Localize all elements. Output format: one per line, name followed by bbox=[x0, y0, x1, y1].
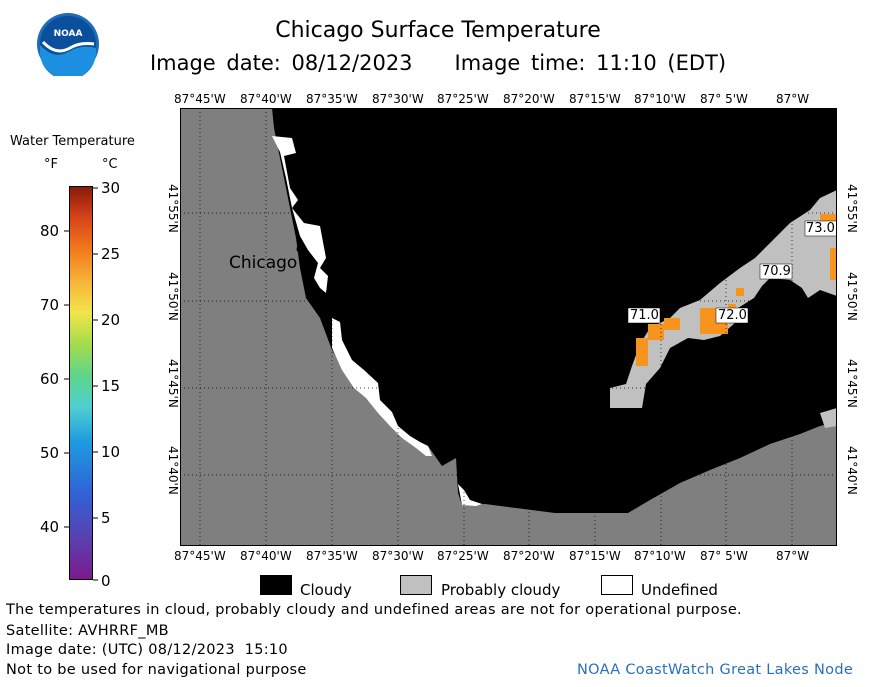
lat-label-right: 41°55'N bbox=[845, 184, 859, 233]
temperature-colorbar bbox=[69, 186, 93, 580]
lat-label-left: 41°40'N bbox=[166, 446, 180, 495]
lon-label-top: 87°10'W bbox=[634, 92, 686, 106]
lon-label-bottom: 87°30'W bbox=[372, 549, 424, 563]
temp-label: 72.0 bbox=[718, 308, 747, 323]
lat-label-left: 41°45'N bbox=[166, 359, 180, 408]
city-label: Chicago bbox=[229, 253, 298, 273]
svg-text:NOAA: NOAA bbox=[54, 29, 83, 39]
temp-label-box bbox=[627, 307, 661, 324]
lon-label-bottom: 87°40'W bbox=[240, 549, 292, 563]
temp-label: 70.9 bbox=[762, 264, 791, 279]
f-tick: 70 bbox=[40, 296, 60, 314]
temp-label: 73.0 bbox=[806, 221, 835, 236]
image-time: Image time: 11:10 (EDT) bbox=[454, 51, 727, 75]
nav-warning-text: Not to be used for navigational purpose bbox=[6, 662, 307, 678]
image-date: Image date: 08/12/2023 bbox=[149, 51, 413, 75]
c-tick: 5 bbox=[101, 509, 111, 527]
f-tick: 40 bbox=[40, 518, 60, 536]
page-title: Chicago Surface Temperature bbox=[275, 18, 601, 43]
colorbar-title: Water Temperature bbox=[10, 134, 135, 149]
lon-label-top: 87°40'W bbox=[240, 92, 292, 106]
temp-label: 71.0 bbox=[630, 308, 659, 323]
probably-cloudy-area bbox=[610, 190, 837, 408]
c-tick: 30 bbox=[101, 179, 121, 197]
f-tick: 50 bbox=[40, 444, 60, 462]
utc-date-text: Image date: (UTC) 08/12/2023 15:10 bbox=[6, 642, 288, 658]
lon-label-top: 87°45'W bbox=[174, 92, 226, 106]
legend-label-probably-cloudy: Probably cloudy bbox=[441, 581, 561, 599]
lon-label-top: 87°30'W bbox=[372, 92, 424, 106]
lat-label-right: 41°50'N bbox=[845, 272, 859, 321]
c-tick: 25 bbox=[101, 245, 121, 263]
probably-cloudy-area bbox=[820, 408, 837, 428]
c-tick: 0 bbox=[101, 572, 111, 590]
legend-swatch-undefined bbox=[601, 575, 633, 595]
lon-label-top: 87°15'W bbox=[569, 92, 621, 106]
city-marker bbox=[296, 244, 306, 254]
f-tick: 60 bbox=[40, 370, 60, 388]
legend-label-undefined: Undefined bbox=[641, 581, 718, 599]
legend-swatch-cloudy bbox=[260, 575, 292, 595]
lon-label-top: 87°25'W bbox=[437, 92, 489, 106]
lat-label-right: 41°40'N bbox=[845, 446, 859, 495]
temperature-map bbox=[180, 108, 837, 546]
lon-label-top: 87° 5'W bbox=[700, 92, 748, 106]
unit-fahrenheit: °F bbox=[44, 157, 58, 172]
lon-label-bottom: 87°15'W bbox=[569, 549, 621, 563]
temp-label-box bbox=[715, 307, 749, 324]
lon-label-top: 87°20'W bbox=[503, 92, 555, 106]
lat-label-right: 41°45'N bbox=[845, 359, 859, 408]
lon-label-bottom: 87°10'W bbox=[634, 549, 686, 563]
unit-celsius: °C bbox=[102, 157, 118, 172]
temp-label-box bbox=[804, 220, 837, 237]
lon-label-bottom: 87°35'W bbox=[306, 549, 358, 563]
lon-label-top: 87°W bbox=[776, 92, 810, 106]
undefined-area bbox=[272, 136, 328, 293]
satellite-text: Satellite: AVHRRF_MB bbox=[6, 623, 169, 639]
legend-swatch-probably-cloudy bbox=[400, 575, 432, 595]
legend-label-cloudy: Cloudy bbox=[300, 581, 352, 599]
temp-label-box bbox=[759, 263, 793, 280]
lon-label-bottom: 87° 5'W bbox=[700, 549, 748, 563]
c-tick: 10 bbox=[101, 443, 121, 461]
lon-label-bottom: 87°45'W bbox=[174, 549, 226, 563]
lon-label-bottom: 87°W bbox=[776, 549, 810, 563]
noaa-logo: NOAA bbox=[37, 13, 99, 76]
credit-link[interactable]: NOAA CoastWatch Great Lakes Node bbox=[577, 662, 854, 678]
colorbar-ticks bbox=[64, 187, 98, 581]
lon-label-top: 87°35'W bbox=[306, 92, 358, 106]
disclaimer-text: The temperatures in cloud, probably clou… bbox=[6, 602, 742, 618]
f-tick: 80 bbox=[40, 222, 60, 240]
image-timestamp: Image date: 08/12/2023 Image time: 11:10 … bbox=[0, 51, 876, 75]
lake-cloud-area bbox=[272, 108, 837, 513]
c-tick: 15 bbox=[101, 377, 121, 395]
c-tick: 20 bbox=[101, 311, 121, 329]
graticule bbox=[180, 108, 837, 546]
lon-label-bottom: 87°20'W bbox=[503, 549, 555, 563]
lat-label-left: 41°55'N bbox=[166, 184, 180, 233]
lat-label-left: 41°50'N bbox=[166, 272, 180, 321]
lon-label-bottom: 87°25'W bbox=[437, 549, 489, 563]
map-frame bbox=[180, 108, 837, 546]
